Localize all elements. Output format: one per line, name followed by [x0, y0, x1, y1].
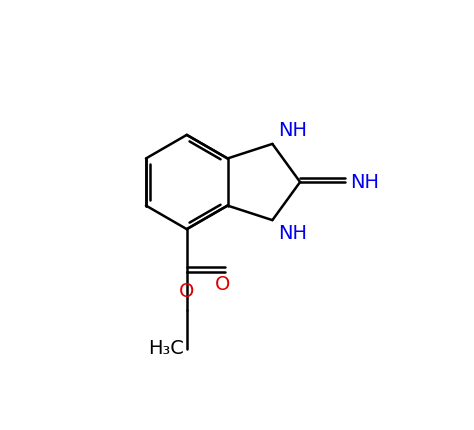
Text: H₃C: H₃C — [148, 339, 184, 358]
Text: NH: NH — [279, 224, 308, 243]
Text: O: O — [179, 282, 194, 301]
Text: NH: NH — [350, 172, 380, 191]
Text: O: O — [215, 275, 231, 294]
Text: NH: NH — [279, 121, 308, 140]
